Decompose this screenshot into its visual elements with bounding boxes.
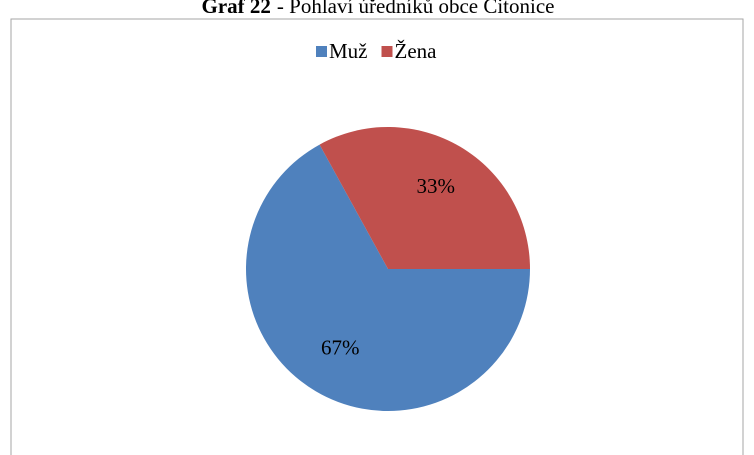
title-number: Graf 22 [201, 0, 270, 18]
data-label: 67% [321, 335, 360, 359]
legend-label: Muž [329, 39, 368, 63]
data-label: 33% [416, 174, 455, 198]
legend-swatch [381, 46, 393, 57]
title-text: - Pohlaví úředníků obce Citonice [277, 0, 555, 18]
legend-swatch [316, 46, 327, 57]
legend-label: Žena [395, 39, 438, 63]
pie-slice [245, 144, 530, 411]
pie-slice [319, 127, 530, 269]
chart-title: Graf 22 - Pohlaví úředníků obce Citonice [201, 0, 554, 18]
